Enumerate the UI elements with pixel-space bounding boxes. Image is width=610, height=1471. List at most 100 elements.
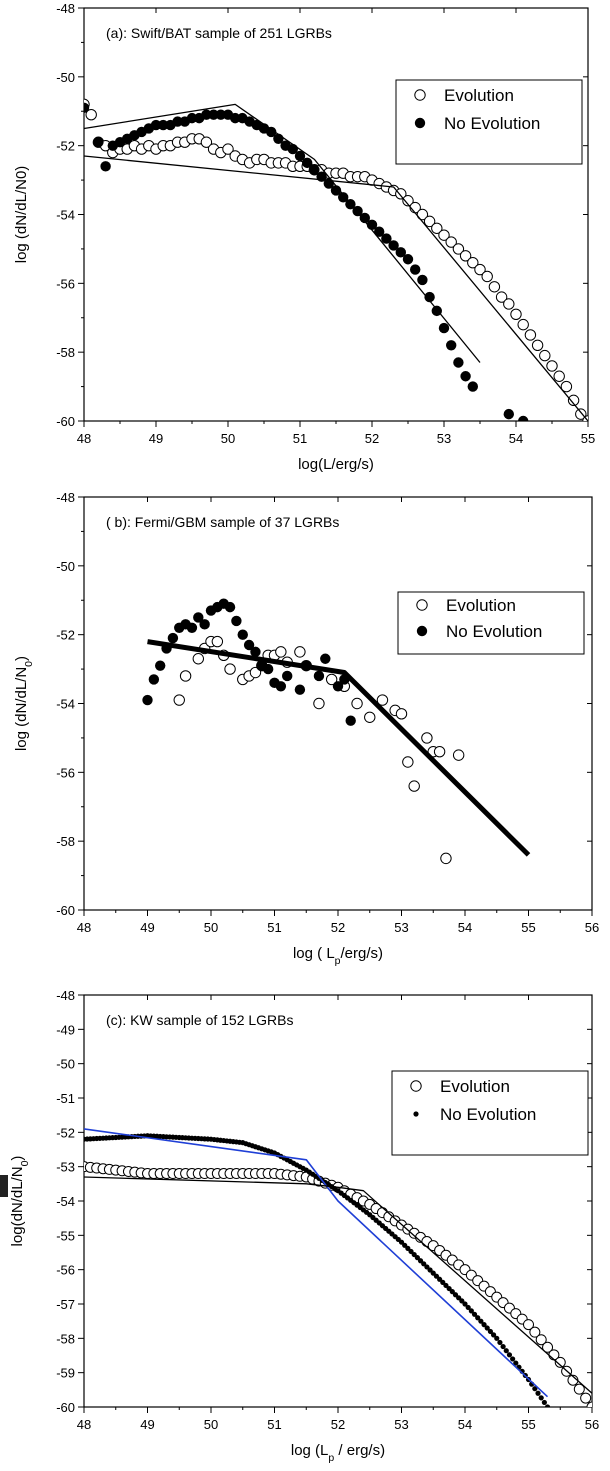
data-point-filled (231, 615, 242, 627)
fit-line-2 (84, 155, 588, 421)
fit-line-1 (84, 1128, 549, 1398)
data-point-open (459, 250, 472, 262)
data-point-filled (544, 1404, 551, 1407)
y-tick-label: -48 (56, 490, 75, 505)
data-point-filled (510, 1356, 516, 1362)
data-point-filled (446, 340, 457, 351)
fit-line-1 (147, 639, 531, 857)
x-tick-label: 50 (204, 920, 218, 935)
data-point-open (433, 745, 446, 758)
data-point-filled (374, 226, 385, 237)
data-point-filled (186, 112, 198, 124)
data-point-filled (150, 119, 162, 131)
data-point-open (467, 256, 479, 269)
data-point-open (573, 1383, 585, 1395)
legend: Evolution No Evolution (397, 591, 585, 655)
legend-label: Evolution (444, 86, 514, 105)
data-point-open (423, 215, 436, 228)
data-point-filled (266, 126, 277, 138)
plot-frame (83, 496, 593, 911)
data-point-filled (332, 681, 344, 692)
chart-panel-a: 48 49 50 51 52 53 54 55 -60 -58 -56 -54 -52 -50 -48 log… (13, 1, 595, 473)
data-point-filled (395, 247, 406, 258)
y-tick-label: -54 (56, 697, 75, 712)
data-point-filled (402, 254, 414, 265)
fit-line-2 (84, 1176, 592, 1394)
data-point-open (395, 188, 407, 200)
legend: Evolution No Evolution (391, 1070, 589, 1156)
data-point-filled (513, 1360, 519, 1366)
data-point-filled (243, 639, 255, 651)
legend-box (395, 79, 583, 165)
data-point-open (523, 1319, 534, 1331)
data-point-filled (262, 663, 274, 675)
data-point-open (421, 732, 433, 744)
x-tick-label: 49 (140, 1417, 154, 1432)
legend-marker-filled (413, 1111, 419, 1117)
data-point-open (222, 143, 234, 155)
data-point-open (452, 749, 465, 761)
data-point-filled (294, 150, 306, 162)
x-tick-label: 55 (581, 431, 595, 446)
data-point-filled (313, 670, 325, 682)
plot-area (142, 598, 531, 865)
data-point-filled (330, 185, 342, 196)
data-point-open (173, 694, 185, 706)
y-tick-label: -48 (56, 988, 75, 1003)
data-point-filled (275, 681, 287, 692)
data-point-open (364, 711, 376, 723)
y-tick-label: -53 (56, 1160, 75, 1175)
data-point-filled (338, 192, 349, 203)
data-point-filled (481, 1322, 487, 1328)
data-point-open (542, 1341, 554, 1353)
data-point-open (211, 635, 224, 648)
data-point-open (224, 663, 236, 675)
data-point-open (179, 670, 192, 682)
y-tick-label: -49 (56, 1022, 75, 1037)
data-point-open (402, 195, 414, 207)
data-point-open (535, 1334, 547, 1346)
x-tick-label: 52 (331, 1417, 345, 1432)
y-tick-label: -56 (56, 765, 75, 780)
data-point-filled (359, 212, 370, 224)
data-point-open (510, 308, 522, 321)
legend: Evolution No Evolution (395, 79, 583, 165)
data-point-open (325, 673, 338, 686)
data-point-filled (541, 1399, 547, 1406)
data-point-filled (410, 264, 421, 275)
x-tick-label: 51 (267, 920, 281, 935)
data-point-open (200, 136, 213, 148)
data-point-filled (518, 415, 529, 421)
data-point-open (452, 243, 465, 255)
legend-marker-open (414, 89, 426, 101)
data-point-open (488, 281, 501, 293)
x-tick-label: 55 (521, 1417, 535, 1432)
y-tick-label: -60 (56, 1400, 75, 1415)
y-tick-label: -58 (56, 834, 75, 849)
data-point-open (481, 270, 493, 283)
data-point-filled (148, 674, 160, 685)
legend-label: No Evolution (444, 114, 540, 133)
y-tick-label: -48 (56, 1, 75, 16)
data-point-open (408, 780, 420, 792)
legend-label: No Evolution (440, 1105, 536, 1124)
plot-area (84, 98, 588, 421)
data-point-open (580, 1392, 592, 1404)
data-point-filled (506, 1352, 513, 1358)
data-point-filled (345, 715, 356, 726)
data-point-filled (208, 109, 219, 120)
x-tick-label: 53 (394, 1417, 408, 1432)
x-tick-label: 53 (437, 431, 451, 446)
data-point-filled (494, 1335, 500, 1341)
data-point-open (445, 236, 457, 248)
y-tick-label: -52 (56, 628, 75, 643)
x-tick-label: 56 (585, 920, 599, 935)
data-point-filled (424, 291, 435, 303)
data-point-filled (167, 632, 179, 644)
legend-marker-open (410, 1080, 422, 1092)
y-tick-label: -51 (56, 1091, 75, 1106)
data-point-open (531, 339, 544, 351)
data-point-filled (388, 240, 399, 251)
data-point-filled (100, 161, 111, 172)
